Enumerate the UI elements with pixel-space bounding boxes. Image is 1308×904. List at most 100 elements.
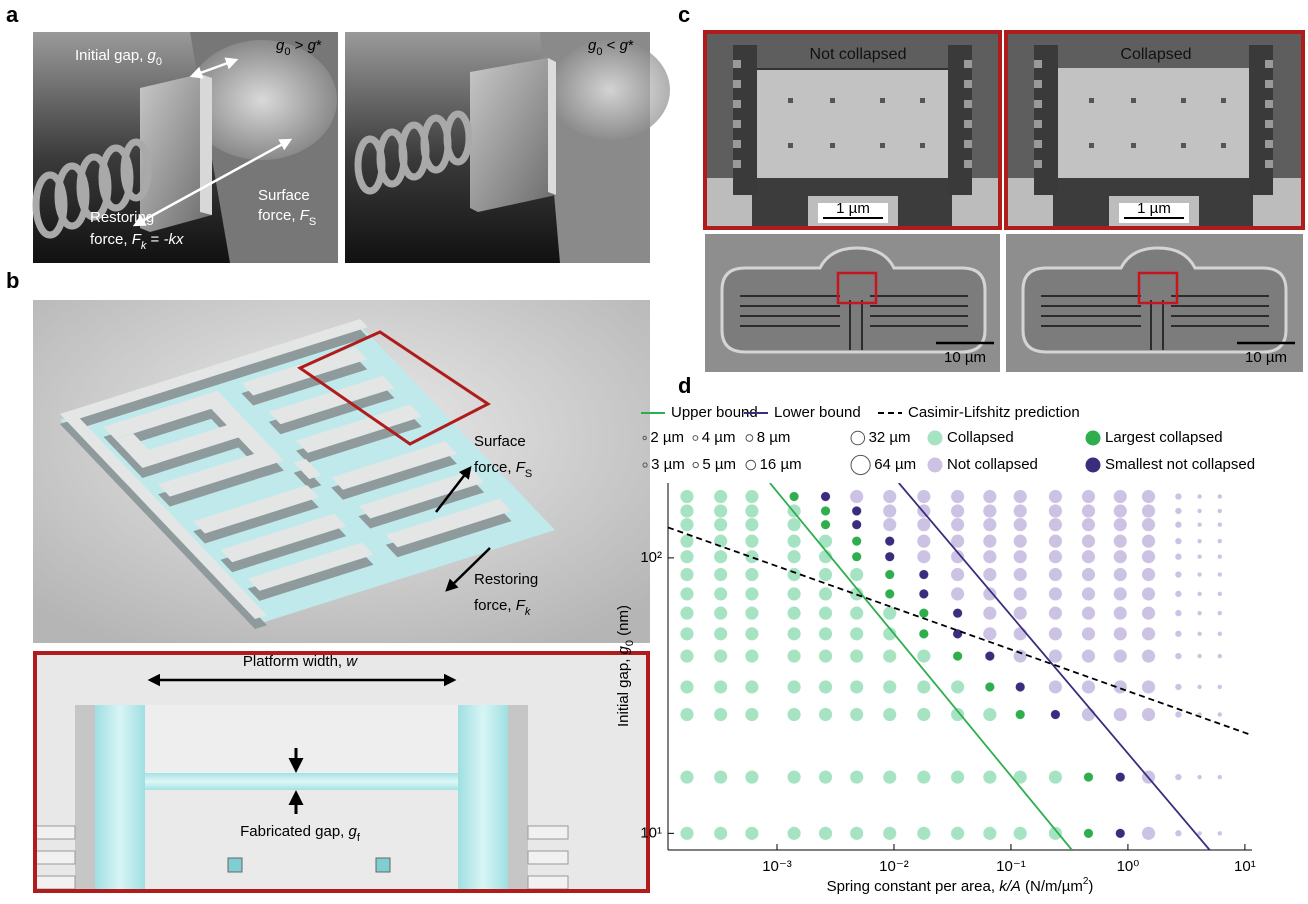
data-point	[1048, 567, 1063, 582]
data-point	[950, 707, 965, 722]
data-point	[818, 770, 833, 785]
panel-label: c	[678, 2, 690, 27]
data-point	[679, 626, 695, 641]
data-point	[950, 549, 965, 564]
data-point	[1115, 828, 1126, 839]
data-point	[679, 503, 695, 519]
data-point	[1048, 489, 1063, 504]
label-part: 0	[624, 640, 636, 646]
data-point	[849, 707, 864, 722]
data-point	[1048, 503, 1063, 519]
size-legend-marker	[745, 434, 754, 442]
data-point	[1081, 606, 1096, 621]
data-point	[1048, 549, 1063, 564]
x-tick-label: 10¹	[1234, 858, 1256, 875]
data-point	[982, 626, 997, 641]
data-point	[1081, 626, 1096, 641]
label-part: k	[525, 606, 531, 618]
label-part: *	[316, 37, 322, 54]
data-point	[820, 491, 831, 502]
data-point	[952, 608, 963, 619]
label-part: F	[300, 207, 310, 224]
data-point	[882, 679, 897, 695]
data-point	[679, 679, 695, 695]
data-point	[849, 567, 864, 582]
data-point	[1217, 610, 1223, 616]
data-point	[787, 770, 802, 785]
data-point	[1081, 679, 1096, 695]
data-point	[787, 826, 802, 841]
size-legend-marker	[642, 435, 647, 441]
label-part: -kx	[163, 231, 183, 248]
data-point	[787, 549, 802, 564]
label-part: g	[308, 37, 317, 54]
size-legend-label: 2 µm	[650, 429, 684, 446]
data-point	[982, 770, 997, 785]
data-point	[984, 650, 995, 662]
x-tick-label: 10⁻¹	[996, 858, 1026, 875]
data-point	[1013, 503, 1028, 519]
data-point	[950, 770, 965, 785]
legend-marker	[927, 430, 943, 446]
size-legend-marker	[850, 430, 866, 446]
x-tick-label: 10⁻³	[762, 858, 792, 875]
render-a-left	[32, 32, 338, 263]
data-point	[1217, 493, 1223, 500]
data-point	[1015, 709, 1026, 720]
data-point	[982, 534, 997, 549]
data-point	[787, 517, 802, 532]
data-point	[1174, 570, 1183, 579]
label-part: 0	[156, 56, 162, 68]
data-point	[744, 549, 759, 564]
data-point	[1113, 567, 1128, 582]
data-point	[1217, 830, 1223, 837]
data-point	[1174, 710, 1183, 719]
data-point	[1196, 684, 1203, 690]
label-part: k/A	[999, 878, 1021, 895]
data-point	[1174, 520, 1183, 529]
data-point	[916, 679, 931, 695]
data-point	[713, 503, 728, 519]
data-point	[1174, 773, 1183, 781]
label-part: force,	[474, 459, 516, 476]
data-point	[916, 649, 931, 664]
data-point	[787, 586, 802, 601]
label-part: S	[309, 216, 316, 228]
data-point	[713, 626, 728, 641]
data-point	[1141, 707, 1156, 722]
data-point	[882, 826, 897, 841]
data-point	[982, 606, 997, 621]
y-tick-label: 10¹	[640, 824, 662, 841]
data-point	[884, 551, 895, 562]
data-point	[1081, 517, 1096, 532]
data-point	[818, 649, 833, 664]
data-point	[950, 679, 965, 695]
data-point	[916, 489, 931, 504]
data-point	[818, 707, 833, 722]
data-point	[818, 826, 833, 841]
data-point	[1217, 538, 1223, 544]
data-point	[1217, 774, 1223, 780]
data-point	[1048, 586, 1063, 601]
data-point	[1048, 517, 1063, 532]
data-point	[1081, 489, 1096, 504]
legend-label: Casimir-Lifshitz prediction	[908, 404, 1080, 421]
label-part: force,	[90, 231, 132, 248]
data-point	[744, 826, 759, 841]
data-point	[982, 549, 997, 564]
data-point	[849, 626, 864, 641]
data-point	[1174, 507, 1183, 515]
data-point	[713, 567, 728, 582]
label-part: 2	[1083, 876, 1089, 887]
label-part: g	[620, 37, 629, 54]
data-point	[679, 649, 695, 664]
data-point	[916, 517, 931, 532]
data-point	[788, 491, 800, 502]
data-point	[918, 588, 929, 600]
data-point	[1217, 631, 1223, 637]
data-point	[679, 770, 695, 785]
data-point	[818, 586, 833, 601]
data-point	[1013, 567, 1028, 582]
data-point	[1013, 626, 1028, 641]
